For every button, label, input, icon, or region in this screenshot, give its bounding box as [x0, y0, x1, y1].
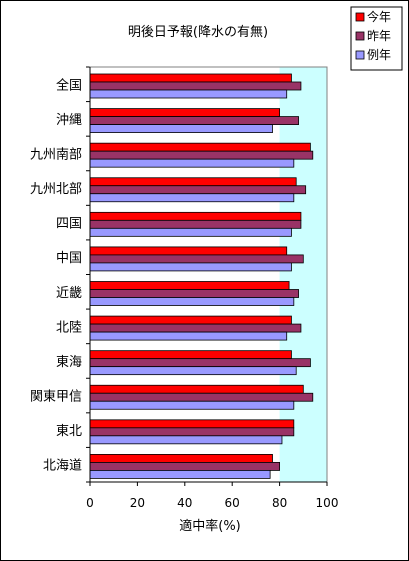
bar-例年-九州南部	[89, 158, 295, 168]
legend-swatch-昨年	[355, 31, 365, 41]
bar-例年-関東甲信	[89, 400, 295, 410]
x-tick-label: 60	[225, 496, 240, 510]
bar-今年-沖縄	[89, 108, 281, 117]
bar-昨年-近畿	[89, 289, 299, 298]
bar-例年-北陸	[89, 331, 288, 341]
category-label: 九州南部	[30, 146, 82, 162]
category-label: 北海道	[43, 459, 82, 474]
legend-label-今年: 今年	[367, 9, 391, 24]
bar-昨年-東北	[89, 427, 295, 437]
category-label: 関東甲信	[30, 389, 82, 405]
bar-例年-近畿	[89, 297, 295, 306]
bar-今年-全国	[89, 73, 292, 83]
highlight-band	[279, 67, 327, 482]
bar-例年-中国	[89, 262, 292, 272]
category-label: 全国	[56, 77, 82, 93]
legend-label-例年: 例年	[367, 48, 391, 62]
x-axis-label: 適中率(%)	[179, 518, 241, 534]
x-tick-label: 20	[130, 496, 145, 510]
legend-swatch-今年	[355, 12, 365, 22]
x-tick-label: 80	[272, 496, 287, 510]
bar-今年-東海	[89, 350, 292, 360]
bar-昨年-関東甲信	[89, 392, 314, 402]
bar-今年-北陸	[89, 315, 292, 325]
bar-昨年-全国	[89, 81, 302, 91]
category-label: 九州北部	[30, 182, 82, 197]
bar-昨年-北海道	[89, 462, 281, 471]
bar-今年-中国	[89, 246, 288, 256]
bar-今年-東北	[89, 419, 295, 429]
category-label: 北陸	[56, 319, 82, 335]
bar-今年-関東甲信	[89, 384, 304, 394]
bar-昨年-沖縄	[89, 116, 299, 125]
bar-今年-九州北部	[89, 177, 297, 187]
bar-例年-全国	[89, 89, 288, 99]
bar-例年-東北	[89, 435, 283, 445]
legend-label-昨年: 昨年	[367, 29, 391, 43]
chart-title: 明後日予報(降水の有無)	[128, 25, 268, 40]
bar-例年-沖縄	[89, 124, 273, 133]
bar-今年-近畿	[89, 281, 290, 290]
category-label: 四国	[56, 217, 82, 232]
x-tick-label: 40	[177, 496, 192, 510]
bar-昨年-北陸	[89, 323, 302, 333]
category-label: 中国	[56, 251, 82, 266]
x-tick-label: 100	[316, 496, 339, 510]
bar-例年-東海	[89, 366, 297, 376]
bar-今年-四国	[89, 211, 302, 221]
bar-例年-九州北部	[89, 193, 295, 203]
bar-昨年-九州南部	[89, 150, 314, 160]
category-label: 東北	[56, 423, 82, 439]
category-label: 沖縄	[56, 113, 82, 128]
bar-昨年-中国	[89, 254, 304, 264]
category-label: 東海	[56, 354, 82, 370]
bar-例年-四国	[89, 227, 292, 237]
legend-swatch-例年	[355, 50, 365, 60]
x-tick-label: 0	[86, 496, 94, 510]
bar-昨年-東海	[89, 358, 311, 368]
bar-例年-北海道	[89, 470, 271, 479]
bar-昨年-四国	[89, 219, 302, 229]
bar-今年-北海道	[89, 454, 273, 463]
bar-昨年-九州北部	[89, 185, 307, 195]
category-label: 近畿	[56, 286, 82, 301]
bar-今年-九州南部	[89, 142, 311, 152]
